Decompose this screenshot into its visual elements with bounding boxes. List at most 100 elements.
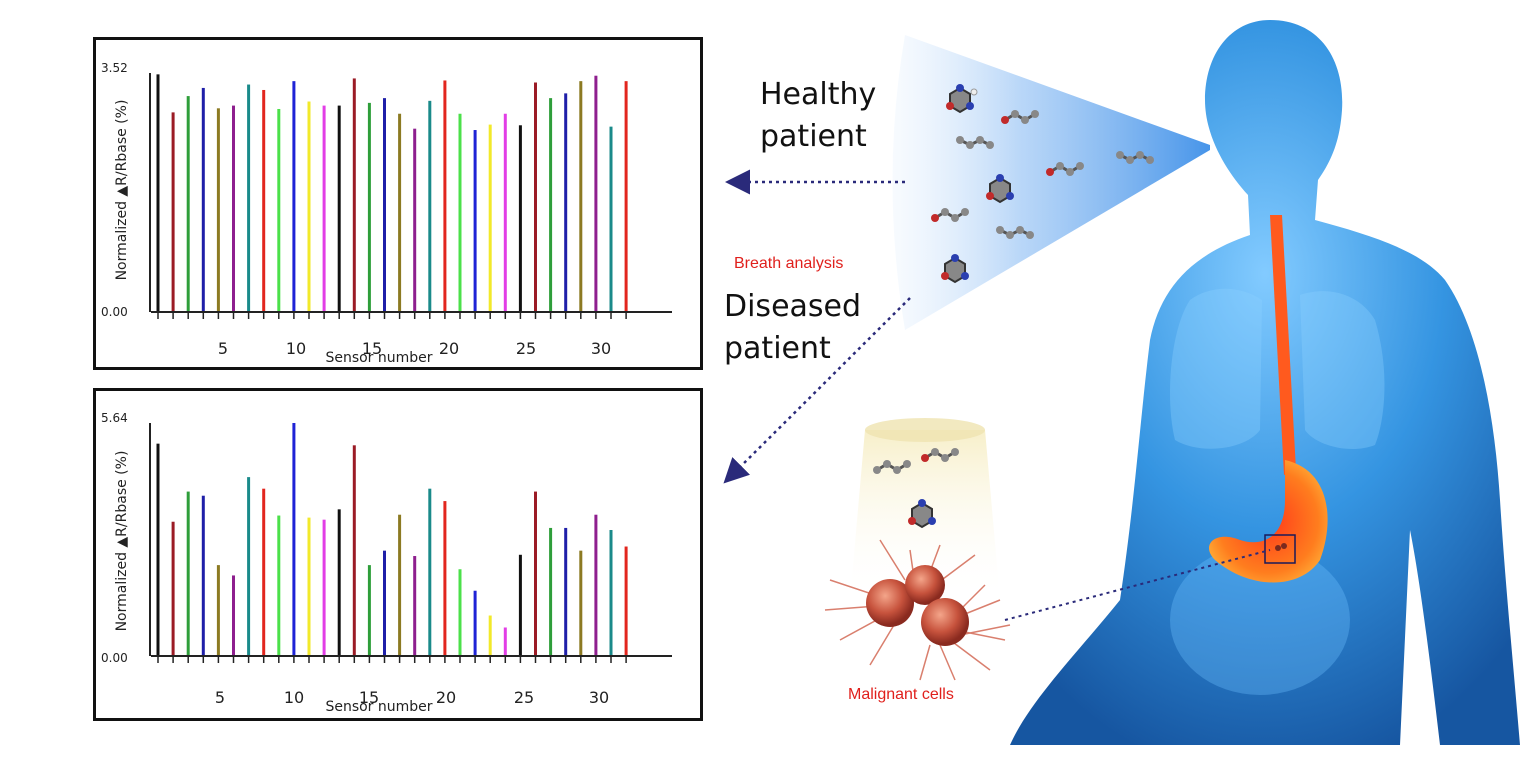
diseased-ytick-max: 5.64 — [101, 411, 128, 425]
molecule-icon — [1116, 151, 1154, 164]
tumor-pointer-line — [1004, 549, 1271, 621]
diseased-bar-5 — [216, 565, 220, 656]
diseased-bars — [156, 423, 628, 656]
diseased-bar-25 — [518, 554, 522, 656]
diseased-xtick-25: 25 — [514, 688, 534, 707]
healthy-bar-18 — [413, 128, 417, 312]
healthy-bar-11 — [307, 101, 311, 312]
molecule-icon — [1046, 162, 1084, 176]
healthy-bar-22 — [473, 130, 477, 312]
diseased-ticks — [157, 656, 627, 663]
healthy-bar-12 — [322, 105, 326, 312]
diseased-bar-17 — [398, 514, 402, 656]
healthy-bar-3 — [186, 96, 190, 312]
diseased-xtick-20: 20 — [436, 688, 456, 707]
diseased-bar-10 — [292, 423, 296, 656]
diseased-bar-32 — [624, 546, 628, 656]
diseased-bar-2 — [171, 521, 175, 656]
healthy-bar-30 — [594, 75, 598, 312]
diseased-bar-29 — [579, 550, 583, 656]
healthy-bar-4 — [201, 87, 205, 312]
diseased-bar-3 — [186, 491, 190, 656]
diseased-chart: 5.64 0.00 Normalized ▲R/Rbase (%) Sensor… — [101, 411, 672, 715]
diseased-ylabel: Normalized ▲R/Rbase (%) — [114, 451, 130, 632]
molecule-icon — [986, 174, 1014, 204]
healthy-bar-2 — [171, 112, 175, 313]
diseased-bar-1 — [156, 443, 160, 656]
diseased-xtick-10: 10 — [284, 688, 304, 707]
malignant-cells-illustration — [824, 539, 1011, 681]
diseased-patient-label: Diseased patient — [724, 289, 862, 366]
healthy-bar-7 — [247, 84, 251, 312]
diseased-xlabel: Sensor number — [325, 699, 432, 715]
healthy-xtick-15: 15 — [362, 339, 382, 358]
human-body-illustration — [1010, 20, 1520, 745]
diseased-bar-19 — [428, 488, 432, 656]
diseased-bar-20 — [443, 501, 447, 656]
healthy-bar-6 — [232, 105, 235, 312]
healthy-bar-16 — [383, 98, 386, 312]
healthy-bar-5 — [216, 108, 220, 312]
healthy-bar-27 — [549, 98, 553, 312]
healthy-chart-panel: 3.52 0.00 Normalized ▲R/Rbase (%) Sensor… — [93, 37, 703, 370]
healthy-bar-23 — [488, 124, 492, 313]
healthy-bar-32 — [624, 81, 628, 312]
healthy-bar-29 — [579, 81, 583, 312]
molecule-icon — [956, 136, 994, 149]
diseased-bar-30 — [594, 514, 598, 656]
diseased-bar-6 — [232, 575, 235, 656]
malignant-cells-label: Malignant cells — [848, 686, 954, 703]
healthy-patient-label: Healthy patient — [760, 77, 877, 154]
molecule-icon — [996, 226, 1034, 239]
diseased-bar-22 — [473, 590, 477, 656]
healthy-bar-28 — [564, 93, 568, 312]
healthy-xtick-5: 5 — [218, 339, 228, 358]
healthy-bar-10 — [292, 81, 296, 312]
healthy-chart: 3.52 0.00 Normalized ▲R/Rbase (%) Sensor… — [101, 61, 672, 366]
healthy-bar-25 — [518, 125, 522, 312]
diseased-bar-12 — [322, 519, 326, 656]
diseased-chart-panel: 5.64 0.00 Normalized ▲R/Rbase (%) Sensor… — [93, 388, 703, 721]
diseased-xtick-30: 30 — [589, 688, 609, 707]
healthy-ylabel: Normalized ▲R/Rbase (%) — [114, 100, 130, 281]
diseased-bar-27 — [549, 527, 553, 656]
cell-molecules — [873, 448, 959, 529]
healthy-bar-17 — [398, 113, 402, 312]
diseased-bar-23 — [488, 615, 492, 656]
molecule-icon — [946, 84, 978, 114]
healthy-bars — [156, 74, 628, 313]
diseased-bar-18 — [413, 556, 417, 656]
healthy-bar-31 — [609, 126, 613, 312]
diseased-bar-14 — [352, 445, 356, 656]
diseased-xtick-labels: 5 10 15 20 25 30 — [215, 688, 609, 707]
healthy-xtick-labels: 5 10 15 20 25 30 — [218, 339, 611, 358]
healthy-bar-1 — [156, 74, 160, 312]
diseased-bar-7 — [247, 477, 251, 656]
diseased-bar-11 — [307, 517, 311, 656]
healthy-ytick-max: 3.52 — [101, 61, 128, 75]
healthy-bar-20 — [443, 80, 447, 312]
diseased-bar-15 — [367, 565, 371, 656]
molecule-icons — [931, 84, 1154, 284]
diseased-ytick-min: 0.00 — [101, 651, 128, 665]
breath-cone — [892, 35, 1210, 330]
diseased-xtick-15: 15 — [359, 688, 379, 707]
molecule-icon — [1001, 110, 1039, 124]
healthy-xtick-10: 10 — [286, 339, 306, 358]
diseased-bar-26 — [534, 491, 537, 656]
diseased-xtick-5: 5 — [215, 688, 225, 707]
diseased-bar-13 — [337, 509, 341, 656]
diseased-bar-8 — [262, 488, 266, 656]
diseased-bar-9 — [277, 515, 281, 656]
healthy-xtick-25: 25 — [516, 339, 536, 358]
healthy-bar-9 — [277, 108, 281, 312]
healthy-bar-24 — [503, 113, 507, 312]
healthy-bar-26 — [534, 82, 537, 312]
healthy-bar-21 — [458, 113, 462, 312]
healthy-bar-14 — [352, 78, 356, 312]
healthy-ytick-min: 0.00 — [101, 305, 128, 319]
diseased-bar-28 — [564, 527, 568, 656]
healthy-bar-19 — [428, 100, 432, 312]
breath-analysis-label: Breath analysis — [734, 255, 844, 272]
diseased-bar-16 — [383, 550, 386, 656]
